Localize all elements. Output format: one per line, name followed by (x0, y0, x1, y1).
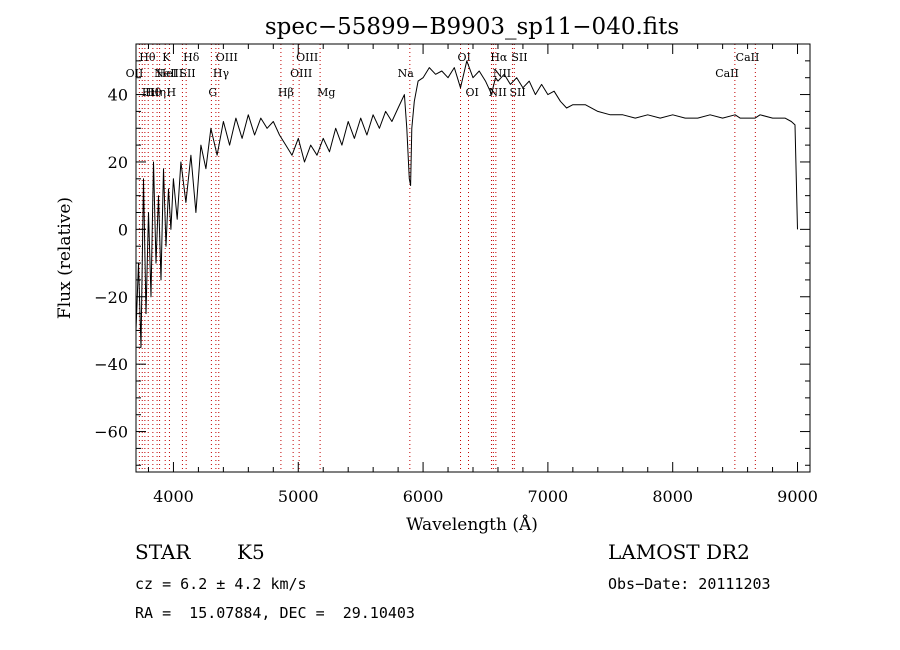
spectrum-series-line (135, 60, 798, 348)
x-tick-label: 7000 (528, 487, 569, 506)
y-tick-label: −60 (94, 423, 128, 442)
line-marker-label: Hγ (213, 67, 230, 80)
line-marker-label: HeI (157, 67, 177, 80)
line-marker-label: OI (458, 51, 471, 64)
line-marker-label: OIII (296, 51, 318, 64)
y-axis-label: Flux (relative) (55, 197, 75, 319)
redshift-velocity: cz = 6.2 ± 4.2 km/s (135, 575, 307, 593)
line-marker-label: SII (511, 51, 527, 64)
line-marker-label: Hβ (278, 86, 294, 99)
line-marker-label: Hθ (145, 86, 162, 99)
sky-coordinates: RA = 15.07884, DEC = 29.10403 (135, 604, 415, 622)
y-tick-label: −40 (94, 355, 128, 374)
x-tick-label: 5000 (278, 487, 319, 506)
line-marker-label: OIII (216, 51, 238, 64)
observation-date: Obs−Date: 20111203 (608, 575, 771, 593)
line-marker-label: Hι (142, 86, 156, 99)
y-tick-label: −20 (94, 288, 128, 307)
line-markers: OIIHθHιHθHηNeIIIHeIKHSIIHδGHγOIIIHβOIIIO… (126, 44, 760, 472)
line-marker-label: OII (126, 67, 144, 80)
y-tick-label: 40 (108, 86, 128, 105)
line-marker-label: Hθ (139, 51, 156, 64)
line-marker-label: G (208, 86, 217, 99)
plot-frame (135, 43, 811, 473)
axis-ticks: 4000 5000 6000 7000 8000 9000 −60 −40 −20 0 20 40 (94, 43, 818, 506)
series-layer (135, 60, 798, 348)
x-tick-label: 9000 (777, 487, 818, 506)
object-subclass: K5 (237, 540, 265, 564)
chart-title: spec−55899−B9903_sp11−040.fits (265, 14, 679, 40)
line-marker-label: Hη (150, 86, 166, 99)
line-marker-label: Na (398, 67, 415, 80)
line-marker-label: Mg (317, 86, 335, 99)
y-tick-label: 20 (108, 153, 128, 172)
survey-label: LAMOST DR2 (608, 540, 750, 564)
x-tick-label: 8000 (652, 487, 693, 506)
line-marker-label: NeIII (154, 67, 183, 80)
line-marker-label: CaII (715, 67, 739, 80)
y-tick-label: 0 (118, 220, 128, 239)
line-marker-label: Hδ (183, 51, 200, 64)
line-marker-label: K (162, 51, 171, 64)
line-marker-label: Hα (490, 51, 508, 64)
object-class: STAR (135, 540, 191, 564)
line-marker-label: OI (466, 86, 479, 99)
line-marker-label: SII (179, 67, 195, 80)
x-tick-label: 6000 (403, 487, 444, 506)
line-marker-label: NII (493, 67, 511, 80)
line-marker-label: SII (509, 86, 525, 99)
line-marker-label: H (166, 86, 176, 99)
line-marker-label: CaII (736, 51, 760, 64)
x-axis-label: Wavelength (Å) (406, 514, 538, 535)
line-marker-label: OIII (290, 67, 312, 80)
x-tick-label: 4000 (153, 487, 194, 506)
